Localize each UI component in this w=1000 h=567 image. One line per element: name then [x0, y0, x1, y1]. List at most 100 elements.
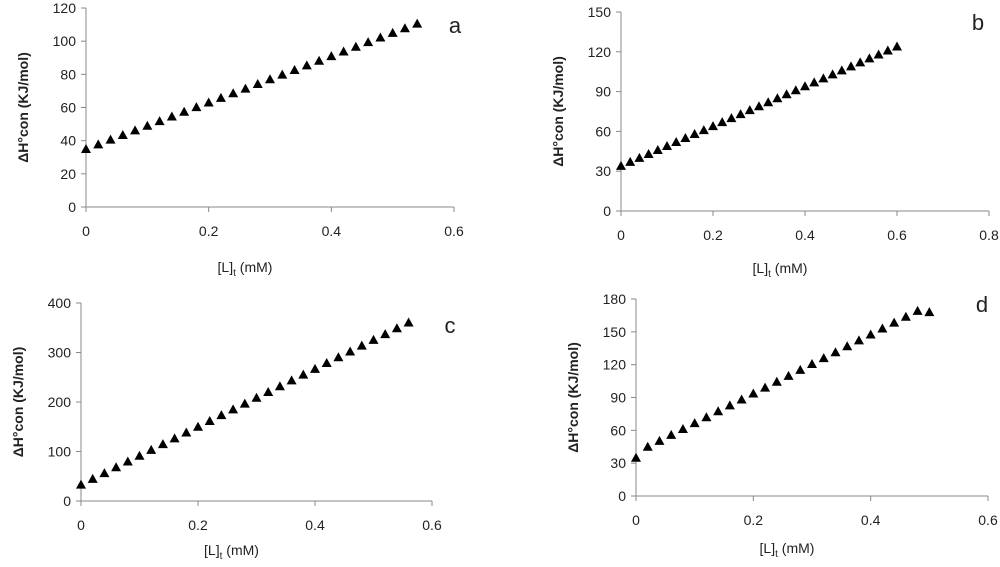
- data-point: [846, 61, 856, 71]
- x-tick-label: 0.6: [422, 517, 442, 533]
- data-point: [240, 83, 251, 93]
- x-tick-label: 0.2: [199, 223, 219, 239]
- data-point: [169, 433, 180, 443]
- x-tick-label: 0.8: [979, 227, 999, 243]
- y-tick-label: 90: [610, 390, 626, 406]
- y-tick-label: 100: [48, 444, 72, 460]
- x-tick-label: 0: [77, 517, 85, 533]
- data-point: [99, 468, 110, 478]
- data-point: [76, 479, 86, 489]
- data-point: [842, 341, 853, 351]
- data-point: [399, 23, 410, 33]
- data-point: [146, 444, 157, 454]
- data-point: [274, 381, 285, 391]
- data-point: [634, 152, 645, 162]
- data-point: [338, 46, 349, 56]
- data-point: [181, 427, 192, 437]
- data-point: [203, 97, 214, 107]
- y-tick-label: 120: [588, 44, 612, 60]
- y-tick-label: 60: [595, 123, 611, 139]
- data-point: [289, 65, 300, 75]
- data-point: [717, 117, 728, 127]
- y-tick-label: 40: [60, 133, 76, 149]
- data-point: [356, 340, 367, 350]
- data-point: [387, 27, 398, 37]
- data-point: [827, 69, 838, 79]
- data-point: [228, 88, 239, 98]
- data-point: [652, 144, 663, 154]
- data-point: [836, 65, 847, 75]
- y-tick-label: 400: [48, 295, 72, 311]
- data-point: [873, 49, 884, 59]
- data-point: [157, 439, 168, 449]
- data-point: [889, 317, 900, 327]
- data-point: [855, 57, 866, 67]
- data-point: [701, 412, 712, 422]
- data-point: [654, 435, 665, 445]
- data-point: [900, 311, 911, 321]
- data-point: [277, 69, 288, 79]
- data-point: [130, 125, 141, 135]
- data-point: [754, 101, 764, 111]
- data-point: [680, 133, 691, 143]
- data-point: [117, 130, 128, 140]
- data-point: [301, 60, 312, 70]
- data-point: [662, 140, 672, 150]
- data-point: [924, 307, 935, 317]
- y-axis-label: ΔH°con (KJ/mol): [15, 52, 31, 163]
- y-tick-label: 90: [595, 84, 611, 100]
- data-point: [93, 139, 104, 149]
- data-point: [321, 358, 332, 368]
- data-point: [363, 37, 374, 47]
- data-point: [310, 363, 320, 373]
- x-axis-label: [L]t (mM): [218, 259, 273, 279]
- data-point: [166, 111, 177, 121]
- x-tick-label: 0.2: [703, 227, 723, 243]
- x-tick-label: 0.4: [305, 517, 325, 533]
- data-point: [713, 406, 724, 416]
- data-point: [783, 370, 794, 380]
- y-tick-label: 0: [618, 488, 626, 504]
- data-point: [781, 89, 792, 99]
- y-tick-label: 100: [53, 33, 77, 49]
- data-point: [892, 41, 902, 51]
- y-axis-label: ΔH°con (KJ/mol): [565, 342, 581, 453]
- y-tick-label: 30: [610, 455, 626, 471]
- x-tick-label: 0.4: [861, 512, 881, 528]
- y-tick-label: 150: [603, 324, 627, 340]
- y-tick-label: 30: [595, 163, 611, 179]
- y-tick-label: 0: [68, 199, 76, 215]
- data-point: [350, 41, 361, 51]
- data-point: [671, 137, 682, 147]
- data-point: [912, 305, 923, 315]
- y-tick-label: 0: [63, 493, 71, 509]
- data-point: [818, 353, 829, 363]
- data-point: [625, 156, 636, 166]
- data-point: [368, 334, 379, 344]
- data-point: [105, 134, 116, 144]
- data-point: [286, 375, 297, 385]
- panel-label: b: [972, 10, 984, 35]
- panel-label: d: [976, 292, 988, 317]
- y-tick-label: 150: [588, 4, 612, 20]
- chart-panel-b: 0 30 60 90 120 150 0 0.2 0.4 0.6 0.8 [L]t (mM) ΔH°co…: [550, 4, 999, 280]
- data-point: [134, 450, 145, 460]
- data-point: [193, 421, 203, 431]
- data-point: [403, 317, 414, 327]
- data-point: [263, 387, 274, 397]
- data-point: [763, 97, 774, 107]
- data-point: [865, 329, 876, 339]
- chart-panel-c: 0 100 200 300 400 0 0.2 0.4 0.6 [L]t (mM) ΔH°con (…: [10, 295, 456, 562]
- data-point: [239, 398, 250, 408]
- x-tick-label: 0.6: [444, 223, 464, 239]
- data-point: [87, 473, 98, 483]
- data-point: [314, 55, 325, 65]
- data-point: [735, 109, 746, 119]
- data-point: [326, 51, 337, 61]
- data-point: [877, 323, 888, 333]
- data-point: [142, 120, 153, 130]
- data-point: [228, 404, 239, 414]
- data-point: [800, 81, 810, 91]
- data-point: [708, 121, 718, 131]
- data-point: [689, 418, 700, 428]
